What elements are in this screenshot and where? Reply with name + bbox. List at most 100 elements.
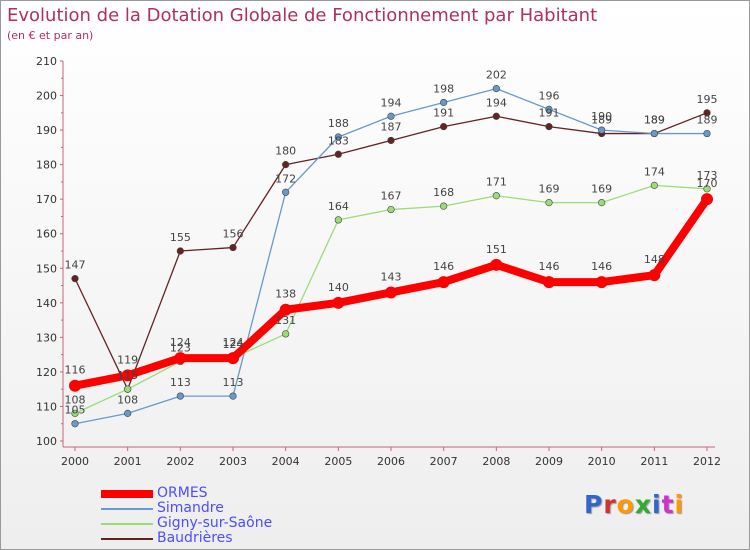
data-label: 113 <box>223 376 244 389</box>
data-point <box>440 98 448 107</box>
legend-label: Simandre <box>157 500 224 516</box>
x-tick-label: 2005 <box>324 455 352 468</box>
chart-subtitle: (en € et par an) <box>7 29 94 42</box>
data-point <box>440 123 448 131</box>
data-label: 115 <box>117 369 138 382</box>
data-point <box>703 109 711 117</box>
data-label: 124 <box>170 336 191 349</box>
logo-letter: i <box>674 490 685 519</box>
data-label: 189 <box>591 114 612 127</box>
data-label: 123 <box>170 342 191 355</box>
data-point <box>334 133 342 141</box>
data-label: 187 <box>381 120 402 133</box>
data-point <box>492 112 500 120</box>
data-label: 124 <box>223 336 244 349</box>
data-label: 147 <box>65 259 86 272</box>
data-label: 156 <box>223 228 244 241</box>
data-point <box>334 216 342 224</box>
y-tick-label: 150 <box>36 262 57 275</box>
y-tick-label: 130 <box>36 331 57 344</box>
data-label: 189 <box>697 114 718 127</box>
data-label: 155 <box>170 231 191 244</box>
logo-letter: o <box>616 490 635 519</box>
y-tick-label: 140 <box>36 297 57 310</box>
x-tick-label: 2008 <box>482 455 510 468</box>
data-label: 171 <box>486 176 507 189</box>
y-tick-label: 120 <box>36 366 57 379</box>
y-tick-label: 200 <box>36 90 57 103</box>
data-point <box>703 185 711 193</box>
data-point <box>124 409 132 417</box>
data-point <box>598 126 606 134</box>
data-label: 183 <box>328 134 349 147</box>
legend-swatch-ormes <box>101 490 153 498</box>
data-label: 174 <box>644 165 665 178</box>
logo-letter: x <box>634 490 652 519</box>
data-label: 146 <box>591 260 612 273</box>
data-label: 115 <box>117 369 138 382</box>
data-label: 151 <box>486 243 507 256</box>
y-tick-label: 100 <box>36 435 57 448</box>
data-label: 194 <box>381 96 402 109</box>
y-tick-label: 170 <box>36 193 57 206</box>
proxiti-logo: Proxiti <box>584 490 684 519</box>
data-label: 105 <box>65 404 86 417</box>
data-point <box>543 276 555 289</box>
data-label: 170 <box>697 177 718 190</box>
data-label: 124 <box>223 338 244 351</box>
legend-label: Baudrières <box>157 530 233 546</box>
data-point <box>650 181 658 189</box>
logo-letter: i <box>652 490 662 519</box>
data-point <box>387 136 395 145</box>
data-label: 195 <box>697 93 718 106</box>
x-tick-label: 2010 <box>588 455 616 468</box>
data-point <box>490 258 503 271</box>
data-label: 168 <box>433 186 454 199</box>
chart-title: Evolution de la Dotation Globale de Fonc… <box>7 5 598 26</box>
data-point <box>492 85 500 93</box>
x-tick-label: 2009 <box>535 455 563 468</box>
data-point <box>701 193 713 206</box>
data-label: 169 <box>539 183 560 196</box>
data-point <box>387 112 395 120</box>
data-label: 143 <box>381 270 402 283</box>
data-label: 173 <box>697 169 718 182</box>
x-tick-label: 2003 <box>219 455 247 468</box>
legend-label: Gigny-sur-Saône <box>157 515 273 531</box>
data-point <box>437 276 450 289</box>
data-point <box>229 392 237 400</box>
data-point <box>648 269 661 282</box>
data-point <box>650 129 658 138</box>
data-point <box>71 420 79 428</box>
y-tick-label: 110 <box>36 400 57 413</box>
legend-swatch-gigny <box>101 523 153 525</box>
data-point <box>332 296 345 309</box>
y-tick-label: 180 <box>36 159 57 172</box>
data-label: 167 <box>381 190 402 203</box>
legend-swatch-simandre <box>101 508 153 510</box>
data-label: 146 <box>433 260 454 273</box>
x-tick-label: 2002 <box>166 455 194 468</box>
y-tick-label: 210 <box>36 55 57 68</box>
data-point <box>492 192 500 200</box>
logo-letter: r <box>603 490 617 519</box>
data-label: 108 <box>65 393 86 406</box>
data-label: 138 <box>275 288 296 301</box>
data-label: 189 <box>644 114 665 127</box>
data-label: 146 <box>539 260 560 273</box>
data-label: 116 <box>65 364 86 377</box>
data-point <box>279 303 292 316</box>
data-point <box>598 199 606 207</box>
data-point <box>545 105 553 113</box>
data-point <box>121 369 134 382</box>
data-point <box>282 161 290 169</box>
data-point <box>282 330 290 338</box>
x-tick-label: 2011 <box>640 455 668 468</box>
data-label: 188 <box>328 117 349 130</box>
data-point <box>545 123 553 131</box>
data-point <box>387 205 395 214</box>
x-tick-label: 2007 <box>430 455 458 468</box>
x-tick-label: 2006 <box>377 455 405 468</box>
data-point <box>334 150 342 158</box>
